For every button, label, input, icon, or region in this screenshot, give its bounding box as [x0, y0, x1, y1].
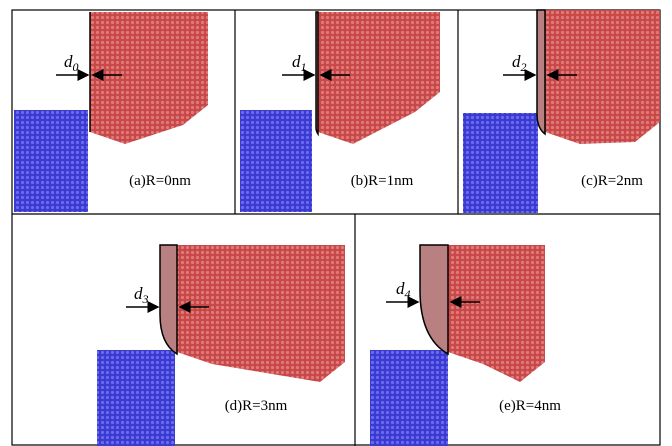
panel: d3 (d)R=3nm — [97, 245, 345, 446]
figure: d0 (a)R=0nm d1 (b)R=1nm d2 (c)R=2nm d3 (d)R=3nm… — [0, 0, 672, 446]
panel: d1 (b)R=1nm — [240, 12, 440, 212]
dimension-label: d4 — [396, 279, 411, 301]
dimension-subscript: 1 — [301, 60, 307, 74]
panel: d0 (a)R=0nm — [14, 12, 208, 212]
panel-label: (c)R=2nm — [581, 173, 643, 189]
panel-label: (d)R=3nm — [225, 398, 288, 414]
dimension-label: d3 — [134, 284, 149, 306]
dimension-label: d2 — [512, 52, 527, 74]
edge-radius — [420, 245, 448, 354]
edge-radius — [160, 245, 177, 354]
dimension-subscript: 2 — [521, 60, 527, 74]
workpiece — [97, 350, 175, 446]
panel-label: (e)R=4nm — [499, 398, 561, 414]
panel-label: (a)R=0nm — [129, 173, 191, 189]
tool — [90, 12, 208, 144]
dimension-subscript: 4 — [405, 287, 411, 301]
tool — [545, 10, 660, 144]
dimension-label: d0 — [64, 52, 79, 74]
panel: d2 (c)R=2nm — [463, 10, 660, 213]
dimension-label: d1 — [292, 52, 307, 74]
workpiece — [14, 110, 88, 212]
workpiece — [463, 113, 538, 213]
tool — [177, 245, 345, 382]
panel: d4 (e)R=4nm — [370, 245, 561, 446]
edge-radius — [316, 12, 318, 134]
tool — [318, 12, 440, 144]
dimension-subscript: 0 — [73, 60, 79, 74]
workpiece — [370, 350, 448, 446]
panel-label: (b)R=1nm — [351, 173, 414, 189]
workpiece — [240, 110, 312, 212]
tool — [448, 245, 545, 382]
dimension-subscript: 3 — [142, 292, 149, 306]
edge-radius — [537, 10, 545, 134]
